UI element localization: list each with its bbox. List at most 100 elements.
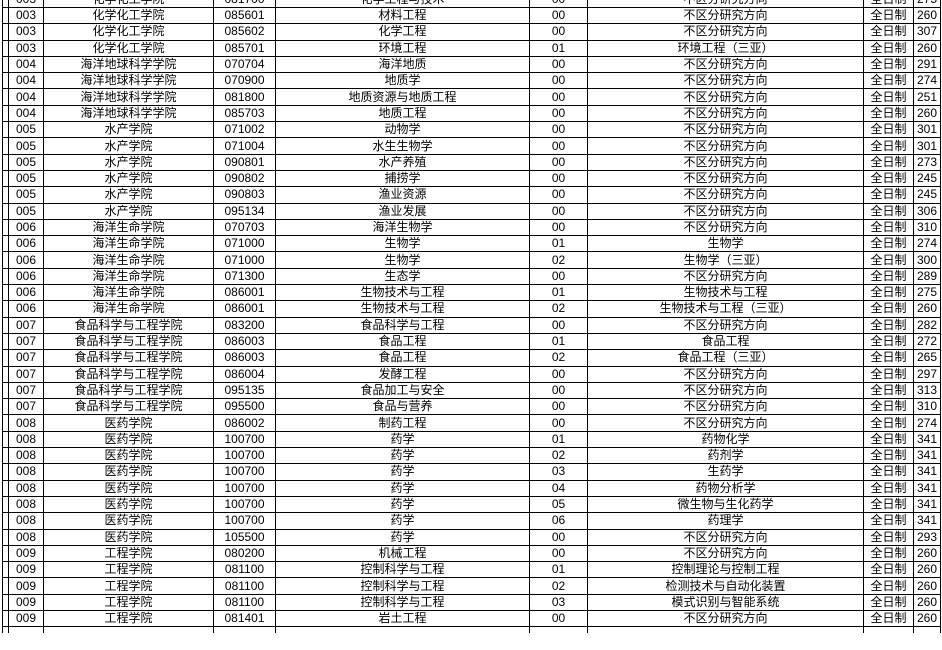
cell-text: 医药学院: [104, 480, 153, 495]
cell-dept-code: 004: [8, 104, 44, 123]
cell-college-name: 水产学院: [43, 169, 214, 188]
cell-text: 全日制: [870, 529, 907, 544]
cell-direction-code: 02: [529, 447, 588, 465]
cell-text: 009: [15, 594, 37, 609]
cell-text: 全日制: [870, 138, 907, 153]
cell-text: 生态学: [384, 268, 421, 283]
cell-text: 006: [15, 285, 37, 300]
cell-major-name: 食品工程: [275, 332, 530, 351]
cell-text: 00: [551, 187, 566, 202]
cell-major-code: 071000: [213, 235, 276, 253]
cell-text: 渔业资源: [378, 187, 427, 202]
cell-dept-code: 004: [8, 55, 44, 74]
cell-research-direction: 生物技术与工程: [587, 284, 864, 302]
cell-text: 食品科学与工程学院: [74, 350, 183, 365]
empty-cell: [8, 626, 44, 634]
cell-direction-code: 00: [529, 528, 588, 546]
cell-text: 化学化工学院: [92, 24, 165, 39]
table-row: 008 医药学院 086002 制药工程 00 不区分研究方向 全日制 274: [2, 414, 941, 432]
cell-major-name: 生态学: [275, 267, 530, 286]
cell-text: 100700: [224, 480, 265, 495]
cell-text: 00: [551, 268, 566, 283]
table-row: 004 海洋地球科学学院 070900 地质学 00 不区分研究方向 全日制 274: [2, 72, 941, 90]
cell-text: 生物学: [384, 236, 421, 251]
cell-text: 301: [916, 122, 938, 137]
cell-dept-code: 009: [8, 561, 44, 579]
cell-text: 海洋地球科学学院: [80, 73, 177, 88]
cell-text: 不区分研究方向: [683, 24, 768, 39]
cell-text: 00: [531, 0, 587, 7]
cell-text: 341: [916, 431, 938, 446]
cell-text: 090801: [224, 154, 265, 169]
table-row: 009 工程学院 081100 控制科学与工程 02 检测技术与自动化装置 全日制 260: [2, 577, 941, 595]
cell-college-name: 食品科学与工程学院: [43, 381, 214, 400]
cell-research-direction: 食品工程: [587, 332, 864, 351]
cell-text: 260: [916, 578, 938, 593]
cell-text: 工程学院: [104, 545, 153, 560]
cell-college-name: 海洋生命学院: [43, 235, 214, 253]
cell-text: 070703: [224, 220, 265, 234]
cell-text: 海洋生命学院: [92, 285, 165, 300]
cell-text: 009: [15, 545, 37, 560]
cell-research-direction: 不区分研究方向: [587, 202, 864, 220]
cell-text: 水产养殖: [378, 154, 427, 169]
cell-direction-code: 00: [529, 398, 588, 416]
cell-major-name: 化学工程与技术: [275, 0, 530, 8]
cell-text: 00: [551, 545, 566, 560]
cell-text: 海洋生命学院: [92, 301, 165, 316]
cell-text: 地质资源与地质工程: [348, 89, 457, 104]
cell-text: 01: [551, 236, 566, 251]
cell-study-mode: 全日制: [863, 463, 914, 481]
cell-dept-code: 008: [8, 512, 44, 530]
cell-research-direction: 不区分研究方向: [587, 544, 864, 563]
cell-text: 00: [551, 399, 566, 414]
cell-college-name: 水产学院: [43, 153, 214, 171]
cell-dept-code: 008: [8, 495, 44, 514]
cell-dept-code: 009: [8, 593, 44, 611]
cell-text: 药学: [390, 497, 415, 512]
cell-text: 食品科学与工程学院: [74, 366, 183, 381]
cell-text: 00: [551, 611, 566, 626]
cell-text: 005: [15, 187, 37, 202]
cell-research-direction: 不区分研究方向: [587, 121, 864, 139]
cell-text: 制药工程: [378, 415, 427, 430]
cell-text: 水产学院: [104, 154, 153, 169]
cell-text: 医药学院: [104, 464, 153, 479]
cell-text: 检测技术与自动化装置: [665, 578, 786, 593]
cell-text: 085701: [224, 40, 265, 55]
cell-score: 260: [913, 609, 941, 628]
cell-text: 全日制: [870, 480, 907, 495]
cell-study-mode: 全日制: [863, 23, 914, 41]
cell-college-name: 食品科学与工程学院: [43, 316, 214, 334]
cell-research-direction: 不区分研究方向: [587, 609, 864, 628]
cell-dept-code: 008: [8, 414, 44, 432]
cell-text: 医药学院: [104, 415, 153, 430]
table-row: 005 水产学院 090801 水产养殖 00 不区分研究方向 全日制 273: [2, 153, 941, 171]
cell-text: 化学化工学院: [92, 8, 165, 23]
cell-direction-code: 00: [529, 6, 588, 25]
cell-text: 003: [15, 40, 37, 55]
cell-text: 00: [551, 203, 566, 218]
cell-text: 03: [551, 464, 566, 479]
cell-text: 药学: [390, 448, 415, 463]
cell-major-code: 070704: [213, 55, 276, 74]
cell-dept-code: 007: [8, 381, 44, 400]
cell-dept-code: 008: [8, 463, 44, 481]
cell-major-code: 071002: [213, 121, 276, 139]
cell-study-mode: 全日制: [863, 365, 914, 383]
cell-text: 医药学院: [104, 497, 153, 512]
cell-score: 341: [913, 463, 941, 481]
cell-major-code: 081100: [213, 561, 276, 579]
cell-direction-code: 00: [529, 316, 588, 334]
table-row: 003 化学化工学院 085602 化学工程 00 不区分研究方向 全日制 307: [2, 23, 941, 41]
cell-college-name: 水产学院: [43, 202, 214, 220]
cell-study-mode: 全日制: [863, 300, 914, 318]
cell-major-code: 095135: [213, 381, 276, 400]
cell-direction-code: 02: [529, 251, 588, 269]
cell-text: 海洋生命学院: [92, 268, 165, 283]
cell-text: 003: [15, 24, 37, 39]
cell-text: 全日制: [870, 24, 907, 39]
cell-score: 260: [913, 6, 941, 25]
cell-text: 全日制: [870, 57, 907, 72]
cell-text: 微生物与生化药学: [677, 497, 774, 512]
